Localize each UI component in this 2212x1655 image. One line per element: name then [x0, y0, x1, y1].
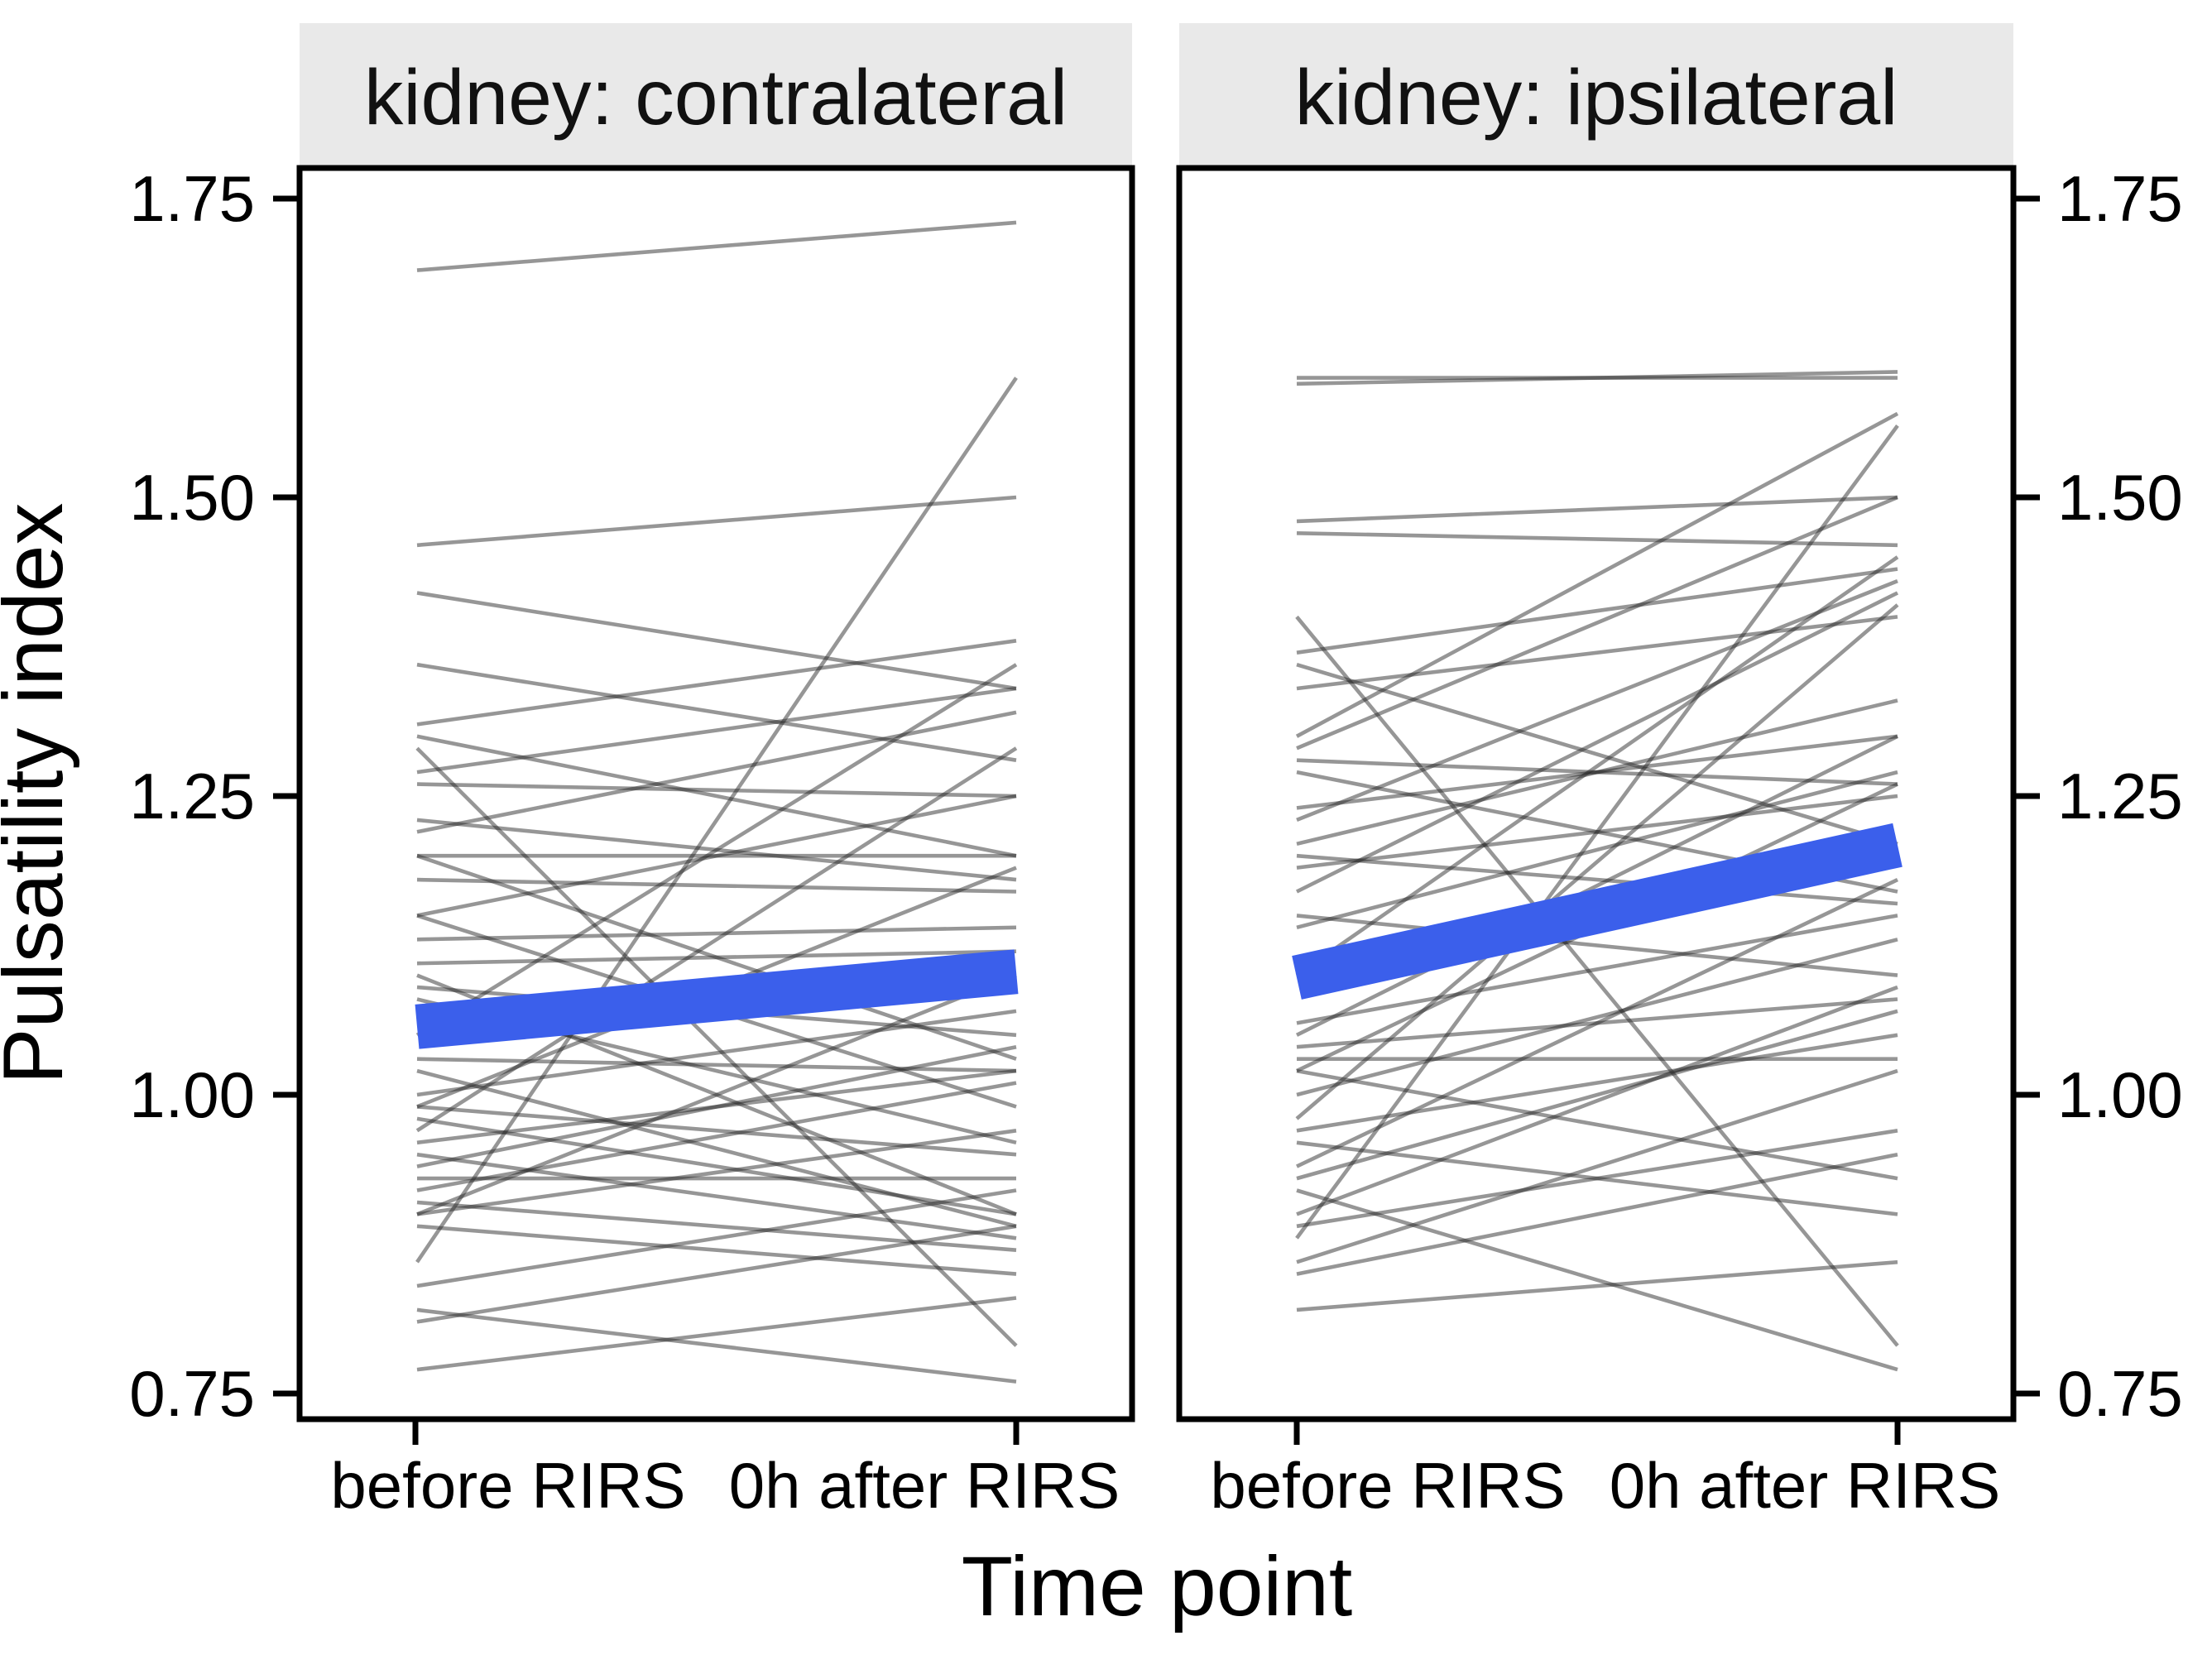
- panel-ipsilateral: [1179, 168, 2013, 1419]
- subject-line: [1295, 411, 1899, 738]
- subject-line: [1296, 914, 1898, 977]
- subject-line: [1296, 1140, 1898, 1216]
- subject-line: [1296, 878, 1898, 1168]
- subject-line: [1295, 591, 1899, 894]
- subject-line: [1296, 985, 1898, 1216]
- facet-strip-ipsilateral: [1179, 23, 2013, 168]
- subject-line: [1296, 1259, 1898, 1312]
- subject-line: [1296, 567, 1898, 655]
- subject-line: [416, 1307, 1017, 1384]
- subject-line: [1296, 662, 1898, 847]
- subject-line: [1296, 1129, 1898, 1229]
- x-axis-title: Time point: [962, 1539, 1352, 1633]
- y-tick-label-right-175: 1.75: [2057, 162, 2183, 235]
- subject-line: [416, 1224, 1017, 1324]
- subject-line: [1296, 578, 1898, 823]
- subject-line: [416, 1116, 1017, 1216]
- y-tick-label-left-150: 1.50: [129, 461, 255, 534]
- subject-line: [415, 746, 1018, 1133]
- subject-line: [416, 1188, 1017, 1288]
- subject-line: [1296, 370, 1898, 386]
- subject-line: [1296, 1068, 1898, 1264]
- subject-line: [416, 734, 1017, 858]
- y-axis-title: Pulsatility index: [0, 503, 80, 1085]
- subject-line: [416, 1224, 1017, 1276]
- subject-line: [1296, 734, 1898, 810]
- subject-line: [416, 1044, 1017, 1168]
- facet-title-ipsilateral: kidney: ipsilateral: [1295, 54, 1898, 142]
- y-tick-label-left-075: 0.75: [129, 1357, 255, 1430]
- subject-line: [416, 1152, 1017, 1240]
- subject-line: [416, 662, 1017, 762]
- subject-line: [415, 746, 1018, 1347]
- subject-line: [1296, 758, 1898, 786]
- subject-line: [416, 973, 1017, 1216]
- subject-line: [416, 591, 1017, 691]
- subject-line: [1295, 425, 1899, 1240]
- mean-line: [415, 949, 1019, 1049]
- subject-line: [1296, 495, 1898, 524]
- y-tick-label-right-075: 0.75: [2057, 1357, 2183, 1430]
- y-tick-label-right-125: 1.25: [2057, 760, 2183, 832]
- subject-line: [1296, 1009, 1898, 1181]
- subject-line: [1296, 938, 1898, 1097]
- subject-line: [1296, 531, 1898, 548]
- subject-line: [1295, 734, 1899, 1037]
- mean-line: [1292, 823, 1903, 1000]
- y-tick-label-left-100: 1.00: [129, 1058, 255, 1131]
- subject-line: [1296, 1152, 1898, 1276]
- subject-line: [1296, 997, 1898, 1049]
- subject-lines-ipsilateral: [1292, 370, 1903, 1372]
- subject-line: [416, 1200, 1017, 1252]
- subject-line: [416, 818, 1017, 882]
- subject-line: [416, 949, 1017, 966]
- subject-line: [416, 710, 1017, 834]
- subject-line: [416, 1068, 1017, 1229]
- y-tick-label-left-125: 1.25: [129, 760, 255, 832]
- subject-line: [1295, 615, 1899, 1347]
- subject-line: [415, 377, 1018, 1264]
- subject-line: [416, 1081, 1017, 1192]
- subject-line: [1296, 914, 1898, 1025]
- subject-line: [416, 639, 1017, 727]
- x-tick-label-p1-before: before RIRS: [330, 1449, 685, 1522]
- y-tick-label-right-150: 1.50: [2057, 461, 2183, 534]
- subject-line: [416, 1068, 1017, 1145]
- subject-line: [1296, 615, 1898, 691]
- subject-line: [416, 1129, 1017, 1216]
- subject-line: [416, 1009, 1017, 1097]
- facet-strip-contralateral: [300, 23, 1132, 168]
- subject-line: [1295, 603, 1899, 1120]
- panel-contralateral: [300, 168, 1132, 1419]
- subject-line: [1296, 1188, 1898, 1372]
- facet-title-contralateral: kidney: contralateral: [364, 54, 1068, 142]
- subject-line: [416, 794, 1017, 918]
- subject-line: [1296, 495, 1898, 751]
- subject-line: [416, 220, 1017, 272]
- x-tick-label-p2-after: 0h after RIRS: [1610, 1449, 2001, 1522]
- subject-line: [416, 686, 1017, 775]
- subject-line: [1296, 698, 1898, 847]
- x-tick-label-p2-before: before RIRS: [1210, 1449, 1565, 1522]
- y-tick-label-right-100: 1.00: [2057, 1058, 2183, 1131]
- subject-line: [415, 663, 1018, 1037]
- subject-line: [1296, 1033, 1898, 1133]
- subject-line: [1296, 770, 1898, 930]
- subject-line: [416, 782, 1017, 799]
- subject-line: [416, 925, 1017, 942]
- subject-lines-contralateral: [415, 220, 1019, 1384]
- subject-line: [416, 1057, 1017, 1073]
- subject-line: [1295, 555, 1899, 977]
- subject-line: [416, 495, 1017, 548]
- subject-line: [1296, 1068, 1898, 1181]
- y-tick-label-left-175: 1.75: [129, 162, 255, 235]
- x-tick-label-p1-after: 0h after RIRS: [729, 1449, 1120, 1522]
- subject-line: [416, 1105, 1017, 1157]
- subject-line: [416, 1296, 1017, 1372]
- subject-line: [416, 854, 1017, 1061]
- subject-line: [1296, 794, 1898, 870]
- subject-line: [1296, 853, 1898, 906]
- subject-line: [416, 877, 1017, 894]
